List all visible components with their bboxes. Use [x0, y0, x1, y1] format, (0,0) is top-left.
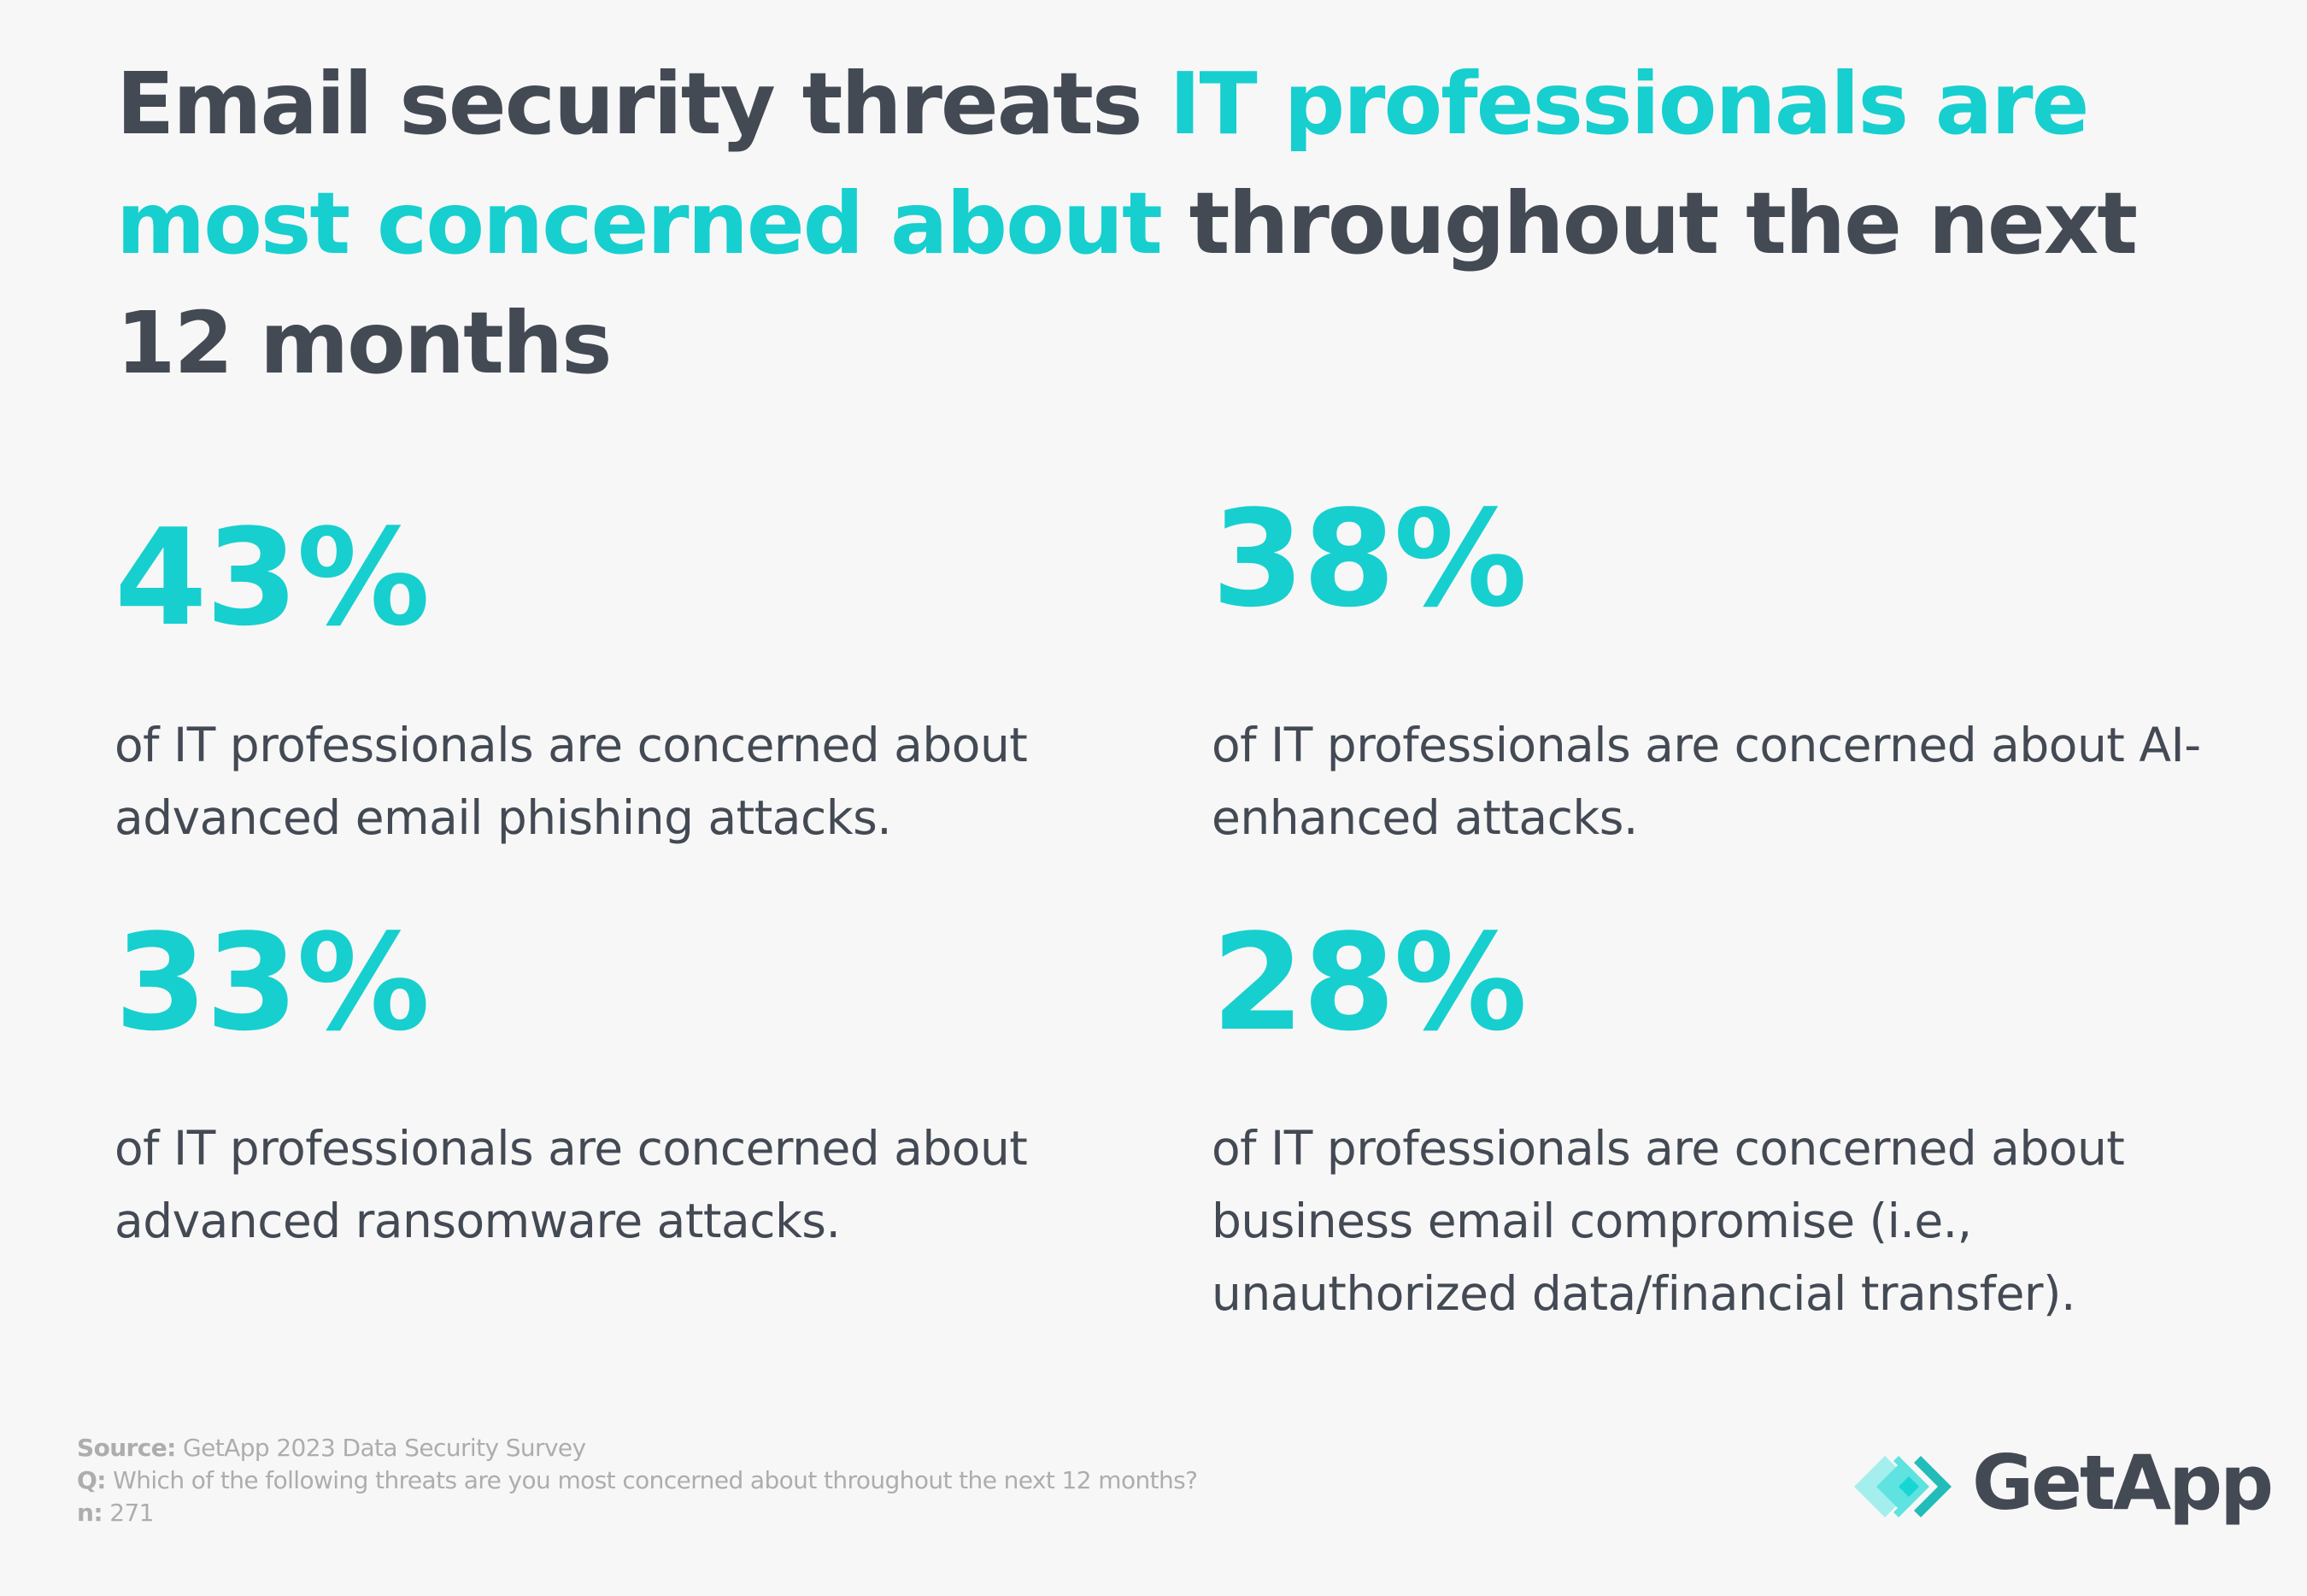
getapp-wordmark: GetApp [1972, 1439, 2274, 1527]
question-value: Which of the following threats are you m… [105, 1466, 1198, 1494]
title-highlight: IT professionals are most concerned abou… [116, 54, 2089, 273]
stat-card-ai-enhanced: 38% of IT professionals are concerned ab… [1212, 492, 2280, 854]
title-part-1: Email security threats [116, 54, 1170, 154]
n-label: n: [77, 1499, 103, 1527]
stat-card-phishing: 43% of IT professionals are concerned ab… [114, 511, 1183, 854]
stat-card-ransomware: 33% of IT professionals are concerned ab… [114, 916, 1183, 1258]
stat-description: of IT professionals are concerned about … [1212, 718, 2201, 845]
getapp-chevron-diamonds-icon [1854, 1456, 1952, 1517]
getapp-logo: GetApp [1854, 1439, 2274, 1529]
stat-value: 28% [1212, 905, 1527, 1060]
stat-description: of IT professionals are concerned about … [1212, 1121, 2125, 1321]
stat-description: of IT professionals are concerned about … [114, 718, 1028, 845]
sample-size-line: n: 271 [77, 1497, 1197, 1529]
source-label: Source: [77, 1434, 176, 1462]
stat-description: of IT professionals are concerned about … [114, 1121, 1028, 1248]
stat-value: 33% [114, 905, 430, 1060]
stat-value: 38% [1212, 481, 1527, 637]
question-label: Q: [77, 1466, 106, 1494]
n-value: 271 [102, 1499, 154, 1527]
question-line: Q: Which of the following threats are yo… [77, 1464, 1198, 1497]
footer-notes: Source: GetApp 2023 Data Security Survey… [77, 1432, 1198, 1529]
source-line: Source: GetApp 2023 Data Security Survey [77, 1432, 1197, 1464]
stat-card-bec: 28% of IT professionals are concerned ab… [1212, 916, 2280, 1330]
stat-value: 43% [114, 500, 430, 655]
page-title: Email security threats IT professionals … [116, 44, 2252, 403]
source-value: GetApp 2023 Data Security Survey [175, 1434, 586, 1462]
title-part-2: throughout the next 12 months [116, 173, 2138, 393]
